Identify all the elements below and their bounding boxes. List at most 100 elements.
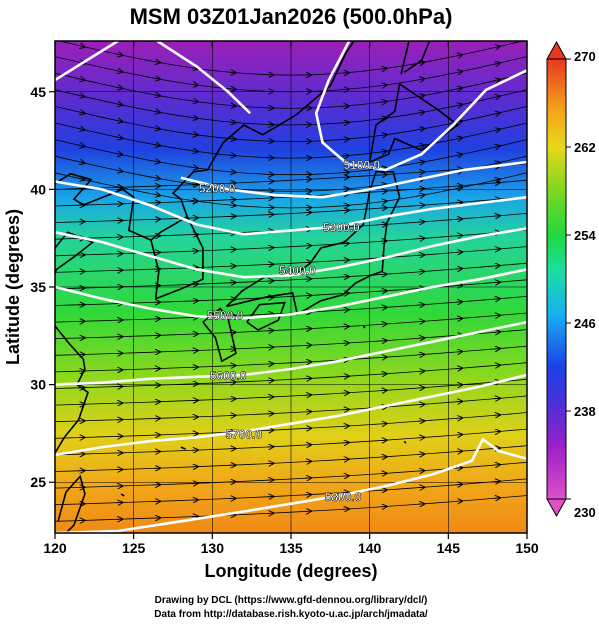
y-tick-label: 30 xyxy=(30,377,46,393)
colorbar-label: 254 xyxy=(574,228,596,243)
colorbar-top-arrow xyxy=(546,40,567,60)
wind-arrow xyxy=(380,201,387,202)
wind-arrow xyxy=(78,178,85,179)
wind-arrow xyxy=(191,101,198,102)
wind-arrow xyxy=(493,431,500,432)
wind-arrow xyxy=(456,302,462,303)
wind-arrow xyxy=(456,451,462,452)
wind-arrow xyxy=(342,89,349,90)
y-tick-label: 25 xyxy=(30,474,46,490)
wind-arrow xyxy=(418,195,424,196)
plot-area: 5100.0 5200.0 5300.0 5400.0 5500.0 5600.0 5700… xyxy=(55,41,527,533)
x-tick-label: 140 xyxy=(358,540,382,556)
wind-arrow xyxy=(78,129,85,130)
wind-arrow xyxy=(116,54,122,55)
wind-arrow xyxy=(493,79,500,81)
coastline-segment xyxy=(202,307,237,363)
footer-credit-data: Data from http://database.rish.kyoto-u.a… xyxy=(154,609,428,620)
contour-line xyxy=(180,160,527,199)
wind-arrow xyxy=(493,398,500,399)
contour-line xyxy=(314,41,527,172)
wind-arrow xyxy=(418,271,424,272)
wind-arrow xyxy=(418,112,424,113)
wind-arrow xyxy=(493,113,500,115)
wind-arrow xyxy=(342,106,349,107)
footer-credit-drawing: Drawing by DCL (https://www.gfd-dennou.o… xyxy=(155,595,428,606)
wind-arrow xyxy=(229,106,236,107)
wind-arrow xyxy=(456,186,462,187)
colorbar-label: 270 xyxy=(574,49,596,64)
wind-arrow xyxy=(456,318,462,319)
contour-line xyxy=(55,227,527,279)
colorbar: 230 238 246 254 262 270 xyxy=(546,40,596,520)
wind-arrow xyxy=(418,321,424,322)
wind-arrow xyxy=(493,162,500,164)
y-tick-label: 45 xyxy=(30,84,46,100)
x-tick-label: 150 xyxy=(515,540,539,556)
coastline-segment xyxy=(368,82,460,163)
contour-line xyxy=(156,41,252,115)
contour-label: 5300.0 xyxy=(323,220,360,234)
colorbar-label: 230 xyxy=(574,505,596,520)
y-tick-label: 40 xyxy=(30,181,46,197)
wind-arrow xyxy=(493,299,500,300)
wind-arrow xyxy=(380,184,387,185)
coastline-segment xyxy=(403,41,431,73)
x-tick-label: 135 xyxy=(279,540,303,556)
wind-arrow xyxy=(493,146,500,148)
wind-arrow xyxy=(191,118,198,119)
wind-arrow xyxy=(456,352,462,353)
wind-arrow xyxy=(380,85,387,86)
wind-arrow xyxy=(380,68,387,69)
wind-arrow xyxy=(418,305,424,306)
wind-arrow xyxy=(380,151,387,152)
wind-arrow xyxy=(456,285,462,286)
grid-lines xyxy=(55,41,527,533)
wind-arrow xyxy=(116,71,122,72)
contour-label: 5700.0 xyxy=(225,427,262,441)
coastline-segment xyxy=(180,446,186,450)
wind-arrow xyxy=(493,415,500,416)
x-tick-label: 130 xyxy=(201,540,225,556)
wind-arrow xyxy=(78,95,85,97)
wind-arrow xyxy=(456,252,462,253)
wind-arrow xyxy=(78,79,85,81)
wind-arrow xyxy=(418,354,424,355)
contour-line xyxy=(55,320,527,386)
colorbar-bottom-arrow xyxy=(546,498,567,518)
wind-arrow xyxy=(116,187,122,188)
wind-arrow xyxy=(380,490,387,491)
wind-arrow xyxy=(418,338,424,339)
wind-arrow xyxy=(493,249,500,250)
wind-arrow xyxy=(418,162,424,163)
wind-arrow xyxy=(78,46,85,48)
x-tick-label: 125 xyxy=(122,540,146,556)
wind-arrow xyxy=(456,187,462,188)
x-tick-label: 145 xyxy=(437,540,461,556)
wind-arrow xyxy=(493,365,500,366)
wind-arrow xyxy=(456,88,462,89)
wind-arrow xyxy=(456,435,462,436)
wind-arrow xyxy=(456,154,462,155)
wind-arrow xyxy=(116,170,122,171)
wind-arrow xyxy=(418,238,424,239)
wind-arrow xyxy=(342,205,349,206)
coastline-segment xyxy=(362,325,366,329)
wind-arrow xyxy=(191,151,198,152)
wind-arrow xyxy=(229,72,236,73)
wind-arrow xyxy=(456,55,462,56)
wind-arrow xyxy=(418,388,424,389)
coastline-segment xyxy=(225,171,401,316)
wind-arrow xyxy=(380,191,387,192)
wind-arrow xyxy=(229,122,236,123)
wind-arrow xyxy=(78,112,85,114)
wind-arrow xyxy=(380,135,387,136)
wind-arrow xyxy=(456,418,462,419)
wind-arrow xyxy=(342,172,349,173)
wind-arrow xyxy=(418,95,424,96)
wind-arrow xyxy=(191,201,198,202)
wind-arrow xyxy=(380,506,387,507)
colorbar-label: 238 xyxy=(574,404,596,419)
